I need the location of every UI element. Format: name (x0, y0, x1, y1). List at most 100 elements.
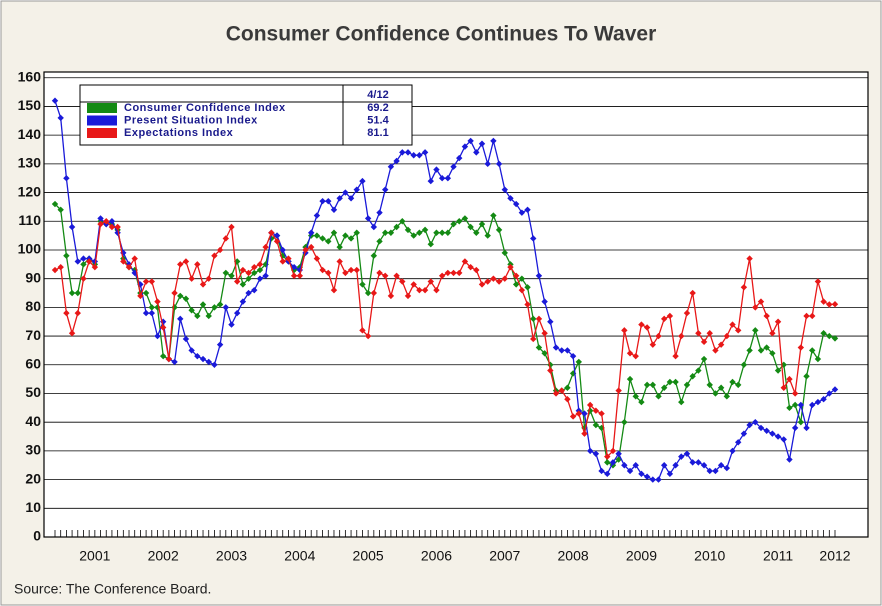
point (621, 418, 628, 426)
point (467, 263, 474, 271)
point (376, 209, 383, 216)
point (370, 252, 378, 259)
point (735, 327, 742, 334)
x-tick-label: 2003 (216, 548, 247, 564)
point (723, 332, 731, 340)
point (382, 272, 389, 279)
point (359, 281, 366, 288)
point (319, 197, 326, 205)
point (85, 258, 93, 265)
point (752, 418, 759, 426)
point (746, 255, 753, 262)
point (632, 393, 639, 400)
point (530, 315, 537, 323)
point (233, 278, 241, 285)
point (319, 235, 326, 242)
point (820, 330, 827, 337)
point (535, 272, 543, 279)
point (512, 200, 520, 208)
point (598, 410, 605, 417)
point (416, 229, 423, 236)
point (655, 476, 662, 483)
point (740, 361, 748, 368)
y-tick-label: 160 (18, 68, 42, 84)
point (347, 235, 355, 242)
point (672, 378, 679, 386)
point (621, 462, 628, 469)
point (268, 229, 275, 236)
point (626, 467, 634, 475)
point (717, 462, 725, 469)
x-tick-label: 2008 (558, 548, 589, 564)
point (797, 344, 805, 351)
point (199, 355, 207, 363)
point (729, 321, 736, 328)
point (347, 266, 355, 274)
point (689, 459, 696, 466)
point (666, 470, 674, 478)
point (615, 450, 622, 457)
point (660, 462, 668, 469)
point (342, 269, 349, 277)
point (353, 229, 360, 236)
point (342, 232, 349, 239)
point (108, 218, 116, 225)
point (467, 137, 474, 145)
point (68, 330, 76, 337)
point (68, 289, 76, 297)
point (63, 175, 70, 182)
point (194, 312, 201, 320)
y-tick-label: 60 (25, 355, 41, 371)
point (251, 286, 258, 294)
point (256, 266, 264, 274)
point (723, 464, 731, 472)
point (461, 258, 469, 265)
point (313, 212, 321, 219)
point (660, 384, 668, 391)
point (638, 321, 645, 328)
point (826, 390, 833, 397)
point (717, 384, 725, 391)
point (524, 284, 531, 291)
point (558, 347, 565, 354)
point (826, 301, 833, 308)
y-tick-label: 150 (18, 97, 42, 113)
y-tick-label: 30 (25, 442, 41, 458)
point (182, 295, 190, 302)
point (826, 332, 833, 340)
point (103, 218, 110, 225)
point (809, 401, 816, 409)
point (780, 384, 787, 391)
legend-value: 81.1 (367, 127, 388, 139)
point (404, 149, 412, 156)
point (410, 281, 417, 288)
point (108, 223, 116, 231)
point (666, 312, 674, 320)
point (621, 327, 628, 334)
point (484, 278, 491, 285)
point (484, 160, 491, 168)
point (809, 312, 816, 320)
legend-label: Present Situation Index (124, 114, 258, 126)
point (382, 229, 389, 236)
y-tick-label: 70 (25, 327, 41, 343)
x-tick-label: 2012 (819, 548, 850, 564)
point (313, 255, 321, 262)
point (604, 470, 611, 478)
point (182, 335, 190, 343)
point (592, 407, 600, 414)
point (672, 352, 679, 360)
point (393, 272, 400, 279)
point (535, 344, 543, 351)
x-tick-label: 2010 (694, 548, 725, 564)
point (757, 424, 765, 432)
x-tick-label: 2001 (79, 548, 110, 564)
point (524, 206, 531, 213)
point (518, 275, 526, 282)
point (695, 459, 702, 466)
point (689, 373, 696, 380)
legend-swatch (87, 128, 117, 138)
point (330, 286, 338, 294)
point (746, 347, 753, 354)
